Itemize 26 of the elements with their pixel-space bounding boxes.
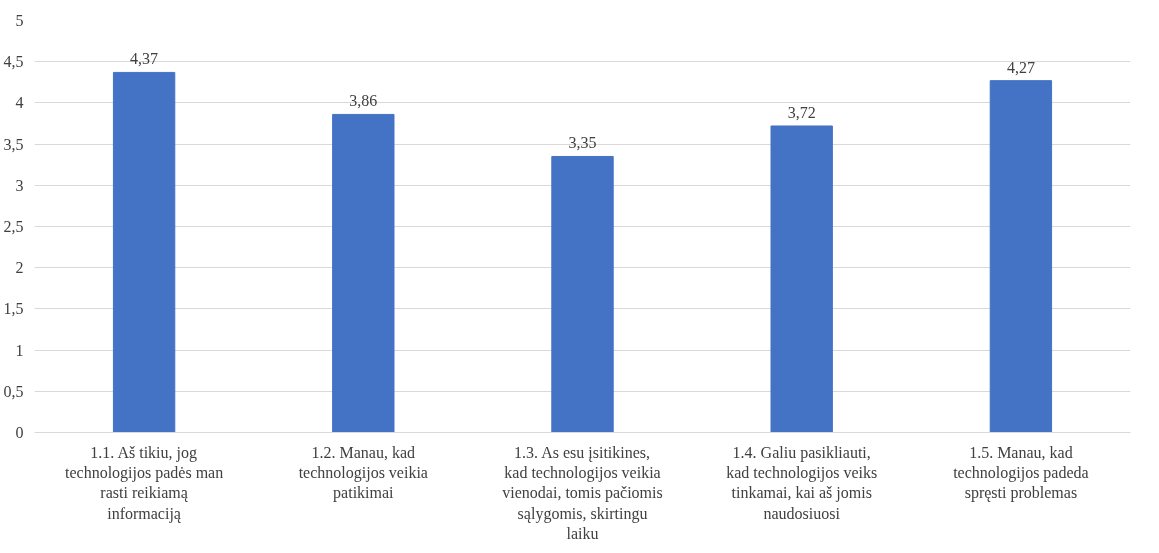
bar [551, 155, 614, 433]
bar [770, 125, 833, 433]
x-tick-label: 1.5. Manau, kad technologijos padeda spręsti problemas [953, 443, 1089, 503]
y-tick-label: 4 [15, 94, 24, 112]
x-tick-label: 1.3. As esu įsitikines, kad technologijos veikia vienodai, tomis pačiomis sąlygomis, skirtingu laiku [502, 443, 663, 543]
data-label: 4,37 [130, 50, 159, 68]
y-tick-label: 5 [15, 12, 24, 29]
bar [989, 80, 1053, 433]
data-label: 3,72 [787, 103, 816, 121]
data-label: 3,86 [349, 92, 378, 110]
x-tick-label: 1.4. Galiu pasikliauti, kad technologijos veiks tinkamai, kai aš jomis naudosiuosi [726, 443, 878, 522]
data-label: 4,27 [1006, 58, 1035, 76]
x-tick-label: 1.1. Aš tikiu, jog technologijos padės man rasti reikiamą informaciją [65, 443, 224, 523]
y-tick-label: 1,5 [3, 300, 24, 318]
bar [112, 71, 176, 433]
y-tick-label: 0,5 [3, 382, 24, 400]
y-tick-label: 2 [15, 259, 24, 277]
data-label: 3,35 [568, 134, 597, 152]
bar [332, 113, 395, 433]
x-tick-label: 1.2. Manau, kad technologijos veikia patikimai [298, 443, 428, 503]
y-tick-label: 3,5 [3, 135, 24, 153]
y-tick-label: 0 [15, 424, 24, 441]
y-tick-label: 2,5 [3, 218, 24, 235]
y-tick-label: 1 [15, 341, 24, 359]
y-tick-label: 3 [15, 176, 24, 194]
y-tick-label: 4,5 [3, 53, 24, 71]
